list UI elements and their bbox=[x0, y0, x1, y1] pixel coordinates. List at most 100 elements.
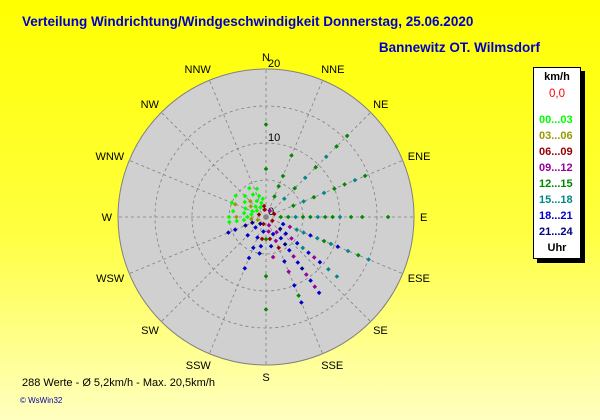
rose-spoke-se bbox=[265, 216, 371, 322]
data-point-121 bbox=[256, 193, 262, 199]
data-point-8 bbox=[302, 175, 308, 181]
data-point-41 bbox=[335, 244, 341, 249]
data-point-23 bbox=[293, 214, 298, 220]
data-point-96 bbox=[241, 217, 247, 223]
data-point-62 bbox=[304, 272, 309, 277]
data-point-47 bbox=[289, 236, 294, 241]
data-point-43 bbox=[356, 252, 361, 258]
station-name: Bannewitz OT. Wilmsdorf bbox=[378, 40, 540, 55]
data-point-50 bbox=[306, 250, 311, 255]
rose-spoke-nw bbox=[161, 112, 267, 218]
data-point-65 bbox=[316, 290, 322, 296]
data-point-48 bbox=[294, 240, 300, 246]
data-point-26 bbox=[315, 214, 321, 220]
data-point-133 bbox=[258, 221, 263, 227]
data-point-84 bbox=[257, 251, 262, 256]
data-point-11 bbox=[334, 144, 339, 149]
data-point-0 bbox=[263, 122, 269, 127]
data-point-27 bbox=[322, 214, 328, 220]
data-point-90 bbox=[245, 233, 250, 238]
ring-label-0: 0 bbox=[268, 206, 274, 218]
data-point-118 bbox=[250, 192, 256, 197]
data-point-67 bbox=[273, 238, 279, 244]
data-point-69 bbox=[282, 259, 287, 264]
data-point-83 bbox=[258, 243, 264, 249]
data-point-123 bbox=[261, 203, 267, 209]
data-point-107 bbox=[232, 202, 238, 207]
data-point-22 bbox=[285, 214, 291, 220]
legend-band-4: 12...15 bbox=[539, 178, 573, 190]
data-point-14 bbox=[301, 199, 306, 204]
data-point-87 bbox=[246, 255, 252, 261]
data-point-78 bbox=[263, 236, 269, 242]
data-point-70 bbox=[286, 269, 291, 274]
data-point-105 bbox=[250, 209, 255, 214]
data-point-110 bbox=[248, 204, 254, 209]
data-point-38 bbox=[315, 235, 320, 241]
data-point-120 bbox=[259, 200, 264, 206]
direction-label-n: N bbox=[262, 52, 270, 64]
data-point-32 bbox=[385, 214, 391, 220]
data-point-16 bbox=[321, 190, 327, 196]
data-point-113 bbox=[253, 204, 258, 209]
data-point-18 bbox=[342, 182, 347, 187]
data-point-46 bbox=[283, 231, 289, 236]
summary-footer: 288 Werte - Ø 5,2km/h - Max. 20,5km/h bbox=[22, 377, 215, 389]
data-point-10 bbox=[323, 154, 329, 160]
data-point-39 bbox=[321, 238, 327, 244]
data-point-132 bbox=[266, 223, 272, 228]
data-point-40 bbox=[328, 241, 334, 247]
data-point-106 bbox=[243, 206, 248, 211]
data-point-72 bbox=[296, 293, 301, 298]
data-point-13 bbox=[291, 203, 296, 208]
data-point-76 bbox=[268, 243, 274, 249]
direction-label-wsw: WSW bbox=[96, 273, 125, 285]
direction-label-sse: SSE bbox=[321, 360, 343, 372]
rose-spoke-nne bbox=[265, 80, 323, 218]
data-point-42 bbox=[345, 248, 351, 254]
data-point-89 bbox=[253, 225, 258, 230]
data-point-101 bbox=[226, 214, 232, 220]
data-point-55 bbox=[274, 229, 279, 235]
data-point-95 bbox=[249, 216, 254, 222]
data-point-79 bbox=[263, 273, 269, 279]
data-point-20 bbox=[362, 173, 368, 179]
direction-label-nw: NW bbox=[141, 99, 160, 111]
data-point-15 bbox=[311, 194, 317, 200]
rose-spoke-wsw bbox=[129, 216, 267, 274]
data-point-7 bbox=[292, 185, 298, 191]
data-point-29 bbox=[337, 214, 343, 220]
data-point-74 bbox=[266, 229, 271, 234]
data-points bbox=[226, 122, 391, 312]
data-point-125 bbox=[262, 207, 267, 212]
data-point-6 bbox=[282, 196, 287, 201]
data-point-117 bbox=[254, 198, 260, 204]
data-point-60 bbox=[295, 260, 301, 265]
data-point-130 bbox=[255, 217, 260, 223]
rose-spoke-nnw bbox=[209, 80, 267, 218]
data-point-51 bbox=[311, 255, 317, 260]
data-point-129 bbox=[267, 208, 272, 213]
software-logo: © WsWin32 bbox=[20, 396, 63, 405]
legend-hours: Uhr bbox=[547, 242, 567, 254]
data-point-31 bbox=[359, 214, 365, 220]
data-point-85 bbox=[255, 235, 260, 240]
data-point-68 bbox=[276, 245, 281, 251]
rose-spoke-wnw bbox=[129, 160, 267, 218]
data-point-81 bbox=[261, 229, 266, 234]
legend-calm: 0,0 bbox=[549, 88, 565, 100]
data-point-21 bbox=[278, 214, 284, 220]
data-point-56 bbox=[278, 235, 284, 241]
direction-label-nnw: NNW bbox=[185, 64, 212, 76]
direction-label-w: W bbox=[102, 212, 113, 224]
data-point-128 bbox=[256, 212, 262, 217]
data-point-109 bbox=[254, 208, 260, 213]
data-point-25 bbox=[308, 214, 313, 220]
data-point-4 bbox=[276, 183, 281, 189]
data-point-108 bbox=[229, 200, 235, 206]
chart-title: Verteilung Windrichtung/Windgeschwindigk… bbox=[22, 14, 474, 29]
legend-unit: km/h bbox=[544, 71, 570, 83]
data-point-91 bbox=[250, 220, 255, 225]
data-point-102 bbox=[249, 212, 254, 217]
